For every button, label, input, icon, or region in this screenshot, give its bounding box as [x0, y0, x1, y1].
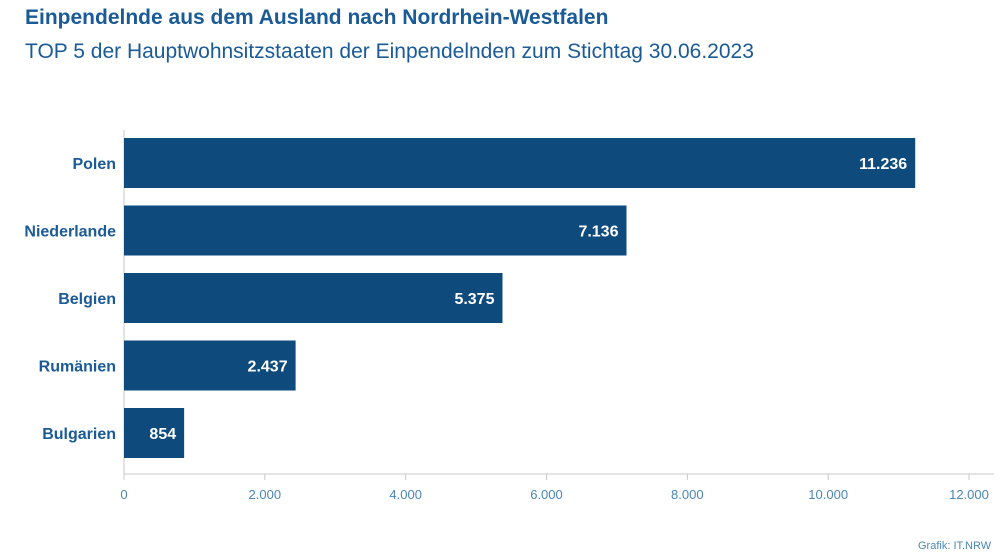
- chart-subtitle: TOP 5 der Hauptwohnsitzstaaten der Einpe…: [25, 40, 754, 63]
- data-label: 7.136: [578, 224, 618, 241]
- bar: [124, 408, 185, 458]
- bar: [124, 138, 916, 188]
- category-label: Belgien: [58, 291, 116, 308]
- x-tick-label: 2.000: [249, 487, 282, 502]
- source-credit: Grafik: IT.NRW: [918, 540, 992, 552]
- bar: [124, 273, 503, 323]
- x-tick-label: 6.000: [530, 487, 563, 502]
- bar: [124, 205, 627, 256]
- chart-title: Einpendelnde aus dem Ausland nach Nordrh…: [25, 6, 609, 29]
- category-label: Niederlande: [24, 224, 116, 241]
- bar: [124, 340, 296, 391]
- category-label: Bulgarien: [42, 426, 116, 443]
- x-tick-label: 0: [120, 487, 127, 502]
- data-label: 854: [149, 426, 176, 443]
- data-label: 5.375: [454, 291, 494, 308]
- x-tick-label: 10.000: [808, 487, 848, 502]
- data-label: 11.236: [859, 156, 907, 173]
- category-label: Polen: [72, 156, 116, 173]
- x-tick-label: 4.000: [389, 487, 422, 502]
- category-label: Rumänien: [39, 359, 116, 376]
- data-label: 2.437: [248, 359, 288, 376]
- x-tick-label: 8.000: [671, 487, 704, 502]
- x-tick-label: 12.000: [949, 487, 989, 502]
